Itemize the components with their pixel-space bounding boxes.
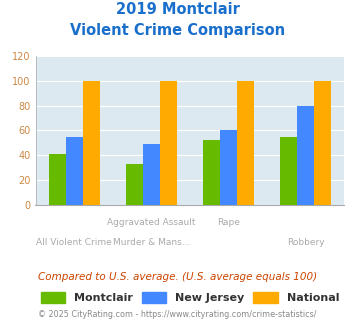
Bar <box>49 154 66 205</box>
Bar <box>160 81 177 205</box>
Legend: Montclair, New Jersey, National: Montclair, New Jersey, National <box>36 287 344 308</box>
Bar <box>126 164 143 205</box>
Text: 2019 Montclair: 2019 Montclair <box>116 2 239 16</box>
Bar <box>83 81 100 205</box>
Bar <box>314 81 331 205</box>
Bar <box>66 137 83 205</box>
Bar <box>220 130 237 205</box>
Text: Murder & Mans...: Murder & Mans... <box>113 238 190 247</box>
Text: Compared to U.S. average. (U.S. average equals 100): Compared to U.S. average. (U.S. average … <box>38 272 317 282</box>
Bar <box>280 137 297 205</box>
Text: Violent Crime Comparison: Violent Crime Comparison <box>70 23 285 38</box>
Text: Aggravated Assault: Aggravated Assault <box>107 218 196 227</box>
Text: © 2025 CityRating.com - https://www.cityrating.com/crime-statistics/: © 2025 CityRating.com - https://www.city… <box>38 310 317 319</box>
Bar <box>237 81 254 205</box>
Bar <box>203 140 220 205</box>
Text: Rape: Rape <box>217 218 240 227</box>
Bar <box>143 144 160 205</box>
Text: Robbery: Robbery <box>287 238 324 247</box>
Text: All Violent Crime: All Violent Crime <box>36 238 112 247</box>
Bar <box>297 106 314 205</box>
